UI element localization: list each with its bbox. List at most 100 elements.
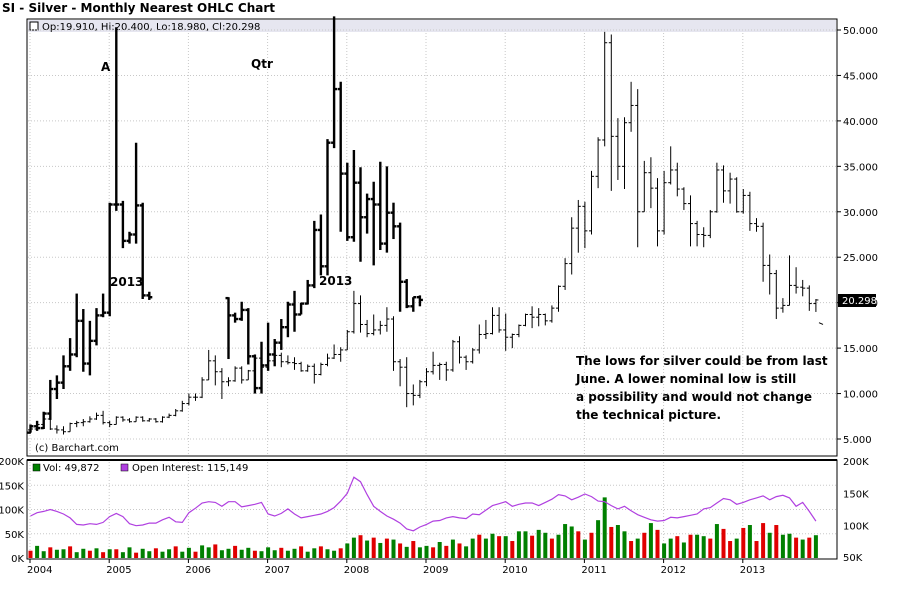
- volume-bar: [259, 551, 264, 558]
- volume-bar: [424, 545, 429, 558]
- volume-bar: [549, 538, 554, 558]
- volume-bar: [411, 541, 416, 558]
- volume-bar: [378, 542, 383, 558]
- volume-bars: [28, 497, 818, 558]
- volume-bar: [305, 551, 310, 558]
- volume-bar: [813, 535, 818, 558]
- volume-bar: [510, 541, 515, 558]
- price-tick-label: 40.000: [843, 117, 878, 128]
- volume-bar: [48, 547, 53, 558]
- volume-bar: [668, 538, 673, 558]
- volume-bar: [728, 541, 733, 558]
- volume-bar: [252, 550, 257, 558]
- price-tick-label: 35.000: [843, 162, 878, 173]
- price-tick-label: 45.000: [843, 71, 878, 82]
- volume-bar: [200, 545, 205, 558]
- volume-right-tick-label: 50K: [843, 553, 863, 564]
- x-tick-label: 2010: [502, 565, 527, 576]
- volume-bar: [609, 526, 614, 558]
- annotation-text: The lows for silver could be from last J…: [575, 354, 832, 422]
- volume-bar: [114, 549, 119, 558]
- volume-bar: [530, 535, 535, 558]
- volume-bar: [516, 531, 521, 558]
- volume-bar: [477, 534, 482, 558]
- volume-left-tick-label: 150K: [0, 481, 24, 492]
- volume-grid: [28, 462, 836, 558]
- volume-bar: [312, 548, 317, 558]
- volume-bar: [741, 527, 746, 558]
- volume-bar: [134, 552, 139, 558]
- volume-bar: [94, 548, 99, 558]
- label-a: A: [101, 60, 111, 74]
- volume-bar: [648, 523, 653, 558]
- volume-bar: [437, 541, 442, 558]
- volume-bar: [213, 544, 218, 558]
- volume-bar: [675, 536, 680, 558]
- volume-bar: [299, 546, 304, 558]
- price-panel-frame: [26, 18, 838, 457]
- volume-bar: [536, 529, 541, 558]
- volume-bar: [794, 537, 799, 558]
- volume-bar: [180, 551, 185, 558]
- volume-bar: [721, 528, 726, 558]
- volume-left-tick-label: 0K: [11, 554, 24, 565]
- volume-bar: [87, 550, 92, 558]
- price-axis: 5.00010.00015.00020.00025.00030.00035.00…: [837, 26, 878, 446]
- volume-bar: [662, 543, 667, 558]
- volume-bar: [490, 533, 495, 558]
- volume-bar: [629, 541, 634, 558]
- volume-bar: [398, 543, 403, 558]
- volume-bar: [384, 538, 389, 558]
- volume-bar: [35, 545, 40, 558]
- projection-tick: [818, 322, 824, 325]
- x-tick-label: 2006: [185, 565, 210, 576]
- volume-bar: [596, 520, 601, 558]
- volume-bar: [325, 549, 330, 558]
- volume-left-tick-label: 100K: [0, 506, 24, 517]
- price-tick-label: 25.000: [843, 253, 878, 264]
- volume-bar: [761, 523, 766, 558]
- volume-bar: [747, 525, 752, 558]
- volume-bar: [701, 536, 706, 558]
- volume-left-tick-label: 50K: [5, 530, 25, 541]
- ohlc-readout: Op:19.910, Hi:20.400, Lo:18.980, Cl:20.2…: [42, 22, 260, 33]
- volume-bar: [800, 539, 805, 558]
- volume-bar: [642, 532, 647, 558]
- volume-bar: [582, 539, 587, 558]
- volume-bar: [318, 546, 323, 558]
- volume-bar: [107, 549, 112, 558]
- volume-bar: [101, 552, 106, 558]
- annotation-line: the technical picture.: [576, 408, 721, 422]
- volume-bar: [272, 550, 277, 558]
- volume-bar: [635, 538, 640, 558]
- overlay-bars: [27, 16, 423, 434]
- volume-left-tick-label: 200K: [0, 457, 24, 468]
- volume-bar: [186, 547, 191, 558]
- volume-bar: [543, 532, 548, 558]
- volume-bar: [450, 539, 455, 558]
- volume-bar: [417, 547, 422, 558]
- watermark: (c) Barchart.com: [35, 443, 119, 454]
- open-interest-legend-swatch: [120, 463, 129, 472]
- volume-readout: Vol: 49,872: [43, 463, 100, 474]
- volume-bar: [503, 536, 508, 558]
- volume-bar: [120, 552, 125, 558]
- volume-bar: [285, 550, 290, 558]
- price-tick-label: 10.000: [843, 390, 878, 401]
- volume-bar: [708, 538, 713, 558]
- volume-bar: [655, 529, 660, 558]
- annotation-line: June. A lower nominal low is still: [575, 372, 796, 386]
- annotation-line: a possibility and would not change: [576, 390, 812, 404]
- x-axis: 2004 2005 2006 2007 2008 2009 2010 2011 2012 2013: [27, 559, 765, 576]
- volume-right-tick-label: 150K: [843, 489, 869, 500]
- volume-bar: [226, 548, 231, 558]
- volume-bar: [523, 531, 528, 558]
- volume-bar: [81, 548, 86, 558]
- volume-bar: [431, 547, 436, 558]
- volume-bar: [787, 533, 792, 558]
- volume-bar: [68, 546, 73, 558]
- volume-bar: [563, 524, 568, 558]
- volume-bar: [688, 534, 693, 558]
- volume-bar: [483, 538, 488, 558]
